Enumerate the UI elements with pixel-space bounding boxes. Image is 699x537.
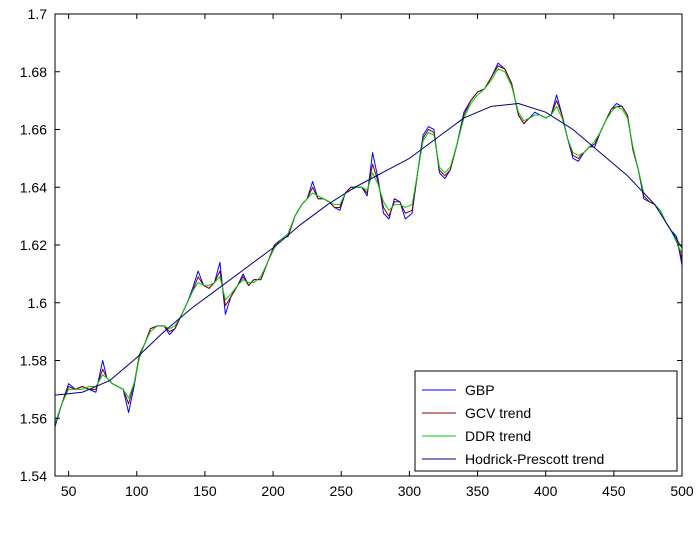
legend-label-ddr-trend: DDR trend (465, 428, 531, 444)
x-tick-label: 250 (330, 483, 354, 499)
x-tick-label: 150 (193, 483, 217, 499)
y-tick-label: 1.56 (20, 410, 47, 426)
legend-label-gcv-trend: GCV trend (465, 405, 531, 421)
x-tick-label: 350 (466, 483, 490, 499)
y-tick-label: 1.7 (28, 6, 48, 22)
series-layer (55, 62, 682, 428)
y-tick-label: 1.64 (20, 179, 47, 195)
x-tick-label: 100 (125, 483, 149, 499)
x-tick-label: 450 (602, 483, 626, 499)
y-tick-label: 1.68 (20, 64, 47, 80)
legend-label-hodrick-prescott-trend: Hodrick-Prescott trend (465, 451, 604, 467)
legend-box (414, 370, 678, 472)
y-tick-label: 1.58 (20, 353, 47, 369)
y-tick-label: 1.66 (20, 122, 47, 138)
ticks-layer: 50 100 150 200 250 300 350 400 450 500 1.54 1.56 1.5… (20, 6, 694, 499)
x-tick-label: 200 (261, 483, 285, 499)
x-tick-label: 300 (398, 483, 422, 499)
y-tick-label: 1.6 (28, 295, 48, 311)
y-tick-label: 1.54 (20, 468, 47, 484)
x-tick-label: 50 (61, 483, 77, 499)
legend: GBP GCV trend DDR trend Hodrick-Prescott tr… (414, 370, 678, 472)
y-tick-label: 1.62 (20, 237, 47, 253)
series-line-hodrick-prescott-trend (55, 103, 682, 396)
x-tick-label: 500 (670, 483, 694, 499)
legend-label-gbp: GBP (465, 382, 495, 398)
series-line-ddr-trend (55, 68, 682, 425)
x-tick-label: 400 (534, 483, 558, 499)
